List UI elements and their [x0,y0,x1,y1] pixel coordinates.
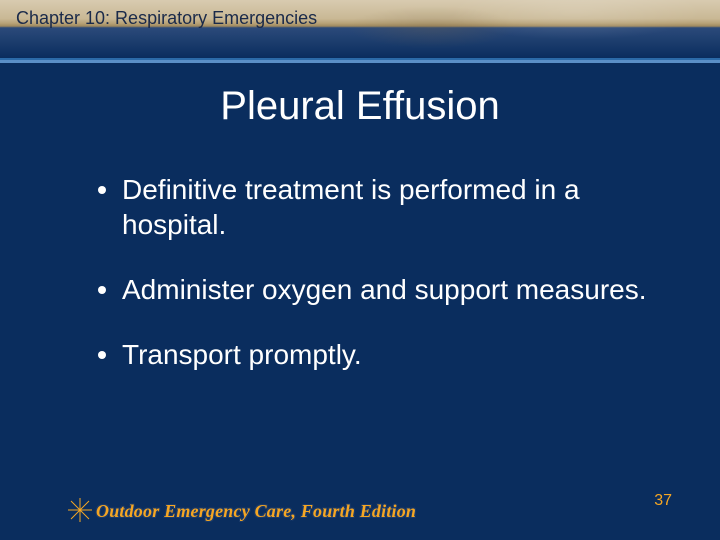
list-item: Transport promptly. [98,337,650,372]
footer-book-title: Outdoor Emergency Care, Fourth Edition [96,501,416,522]
list-item: Definitive treatment is performed in a h… [98,172,650,242]
bullet-text: Definitive treatment is performed in a h… [122,172,650,242]
chapter-label: Chapter 10: Respiratory Emergencies [16,8,317,29]
slide-title: Pleural Effusion [0,84,720,129]
bullet-icon [98,186,106,194]
bullet-list: Definitive treatment is performed in a h… [98,172,650,402]
accent-line [0,60,720,63]
bullet-icon [98,286,106,294]
bullet-icon [98,351,106,359]
page-number: 37 [654,492,672,510]
bullet-text: Transport promptly. [122,337,362,372]
slide: Chapter 10: Respiratory Emergencies Pleu… [0,0,720,540]
list-item: Administer oxygen and support measures. [98,272,650,307]
bullet-text: Administer oxygen and support measures. [122,272,647,307]
